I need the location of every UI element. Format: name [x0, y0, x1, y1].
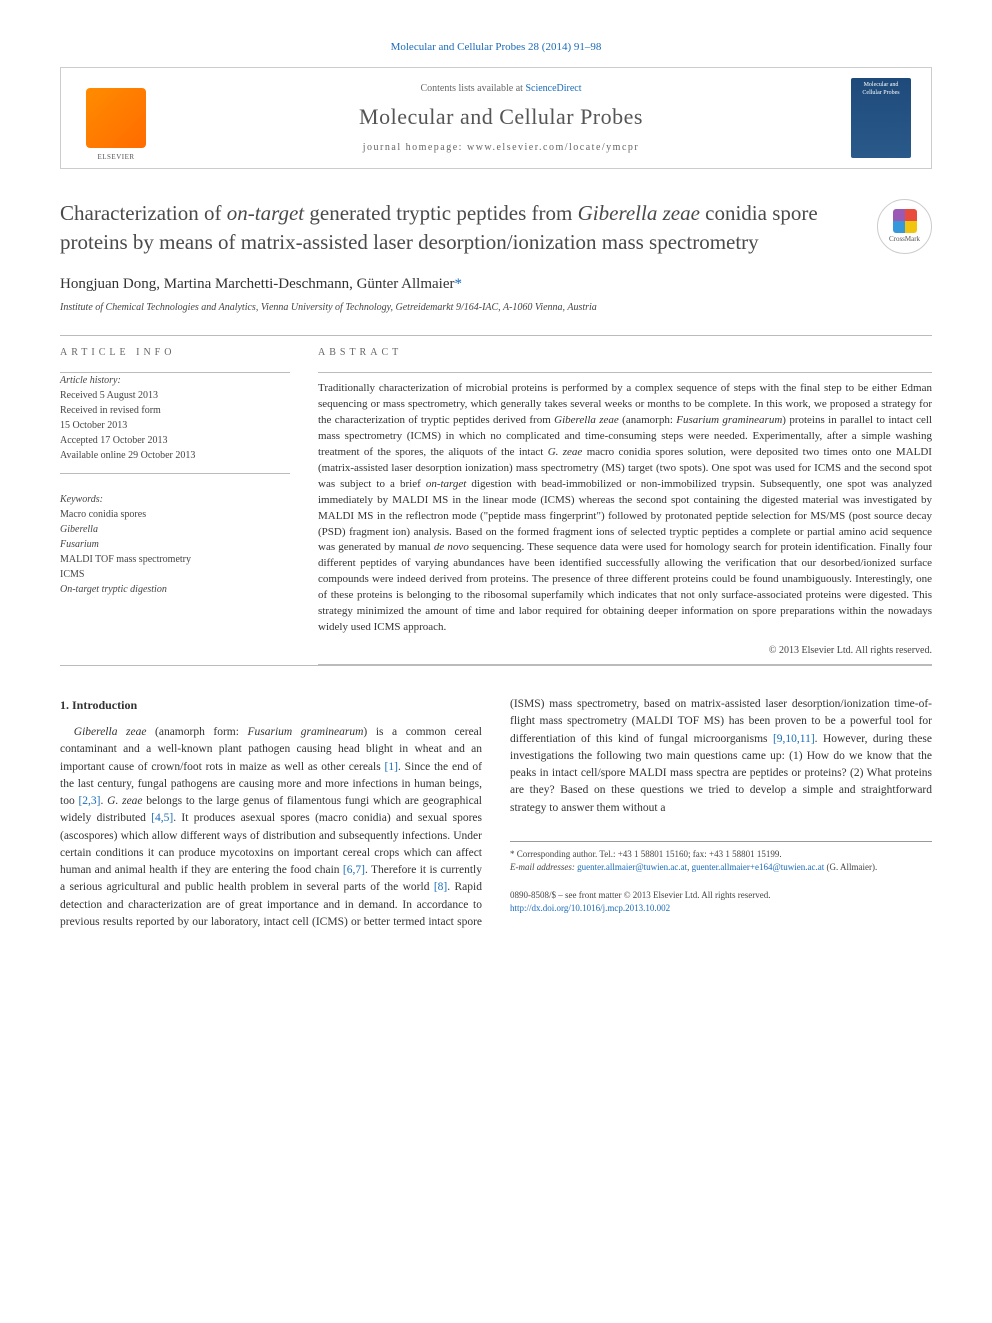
keyword: On-target tryptic digestion — [60, 582, 290, 597]
crossmark-icon — [893, 209, 917, 233]
keyword: Giberella — [60, 522, 290, 537]
journal-banner: Contents lists available at ScienceDirec… — [60, 67, 932, 169]
doi-link[interactable]: http://dx.doi.org/10.1016/j.mcp.2013.10.… — [510, 903, 670, 913]
author-email-link[interactable]: guenter.allmaier@tuwien.ac.at — [577, 862, 687, 872]
running-header: Molecular and Cellular Probes 28 (2014) … — [60, 40, 932, 55]
article-title: Characterization of on-target generated … — [60, 199, 932, 256]
abstract-header: ABSTRACT — [318, 336, 932, 366]
section-heading: 1. Introduction — [60, 696, 482, 714]
corresponding-author-footnote: * Corresponding author. Tel.: +43 1 5880… — [510, 841, 932, 875]
abstract-copyright: © 2013 Elsevier Ltd. All rights reserved… — [318, 644, 932, 658]
affiliation: Institute of Chemical Technologies and A… — [60, 301, 932, 315]
abstract-text: Traditionally characterization of microb… — [318, 373, 932, 636]
copyright-footer: 0890-8508/$ – see front matter © 2013 El… — [510, 889, 932, 916]
homepage-url[interactable]: www.elsevier.com/locate/ymcpr — [467, 142, 639, 153]
crossmark-label: CrossMark — [889, 235, 920, 245]
keyword: Macro conidia spores — [60, 507, 290, 522]
publisher-logo-container — [81, 83, 151, 153]
history-line: 15 October 2013 — [60, 418, 290, 433]
authors-line: Hongjuan Dong, Martina Marchetti-Deschma… — [60, 274, 932, 295]
keyword: MALDI TOF mass spectrometry — [60, 552, 290, 567]
elsevier-logo[interactable] — [86, 88, 146, 148]
keywords-block: Keywords: Macro conidia spores Giberella… — [60, 492, 290, 597]
header-journal-link[interactable]: Molecular and Cellular Probes 28 (2014) … — [391, 41, 602, 53]
sciencedirect-link[interactable]: ScienceDirect — [525, 83, 581, 94]
contents-available-line: Contents lists available at ScienceDirec… — [171, 82, 831, 96]
keyword: Fusarium — [60, 537, 290, 552]
article-info-header: ARTICLE INFO — [60, 336, 290, 366]
author-email-link[interactable]: guenter.allmaier+e164@tuwien.ac.at — [692, 862, 825, 872]
history-line: Available online 29 October 2013 — [60, 448, 290, 463]
history-line: Received 5 August 2013 — [60, 388, 290, 403]
divider — [60, 665, 932, 666]
journal-name: Molecular and Cellular Probes — [171, 102, 831, 133]
journal-cover-thumbnail[interactable]: Molecular and Cellular Probes — [851, 78, 911, 158]
history-line: Accepted 17 October 2013 — [60, 433, 290, 448]
journal-homepage-line: journal homepage: www.elsevier.com/locat… — [171, 141, 831, 155]
keyword: ICMS — [60, 567, 290, 582]
article-history: Article history: Received 5 August 2013 … — [60, 373, 290, 463]
history-line: Received in revised form — [60, 403, 290, 418]
